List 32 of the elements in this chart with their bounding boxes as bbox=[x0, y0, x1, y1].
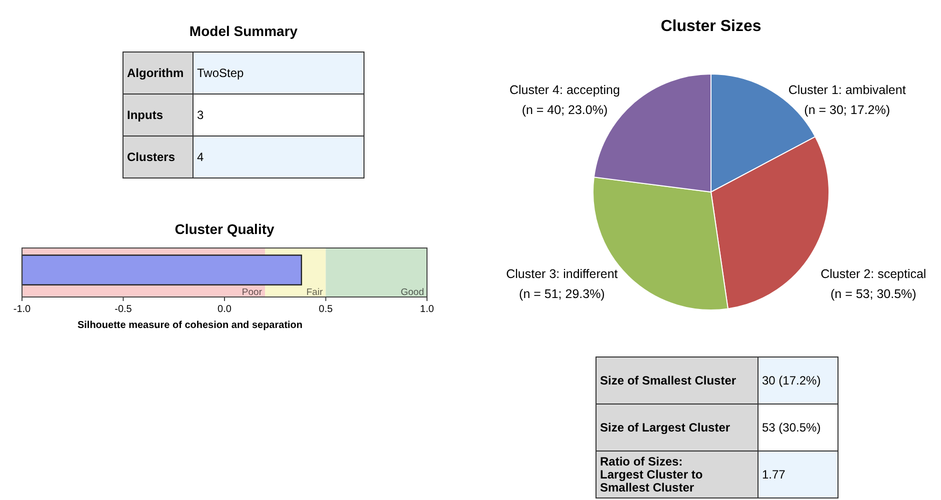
data-label: (n = 30; 17.2%) bbox=[804, 103, 890, 117]
text: 1.77 bbox=[762, 468, 786, 482]
x-tick-label: 0.5 bbox=[318, 304, 334, 315]
text: 53 (30.5%) bbox=[762, 420, 821, 434]
text: Size of Smallest Cluster bbox=[600, 374, 736, 388]
band-label: Good bbox=[400, 287, 424, 298]
slice-label: Cluster 4: accepting bbox=[509, 83, 620, 97]
data-label: (n = 53; 30.5%) bbox=[830, 287, 916, 301]
slice-label: Cluster 3: indifferent bbox=[506, 267, 618, 281]
data-label: (n = 40; 23.0%) bbox=[522, 103, 608, 117]
text: Size of Largest Cluster bbox=[600, 420, 730, 434]
x-tick-label: -1.0 bbox=[13, 304, 32, 315]
text: TwoStep bbox=[197, 66, 244, 80]
slice-label: Cluster 2: sceptical bbox=[820, 267, 926, 281]
chart-title: Cluster Sizes bbox=[660, 18, 762, 35]
text: Model Summary bbox=[189, 23, 298, 39]
band-label: Poor bbox=[242, 287, 262, 298]
x-tick-label: -0.5 bbox=[114, 304, 132, 315]
text: 30 (17.2%) bbox=[762, 374, 821, 388]
data-label: (n = 51; 29.3%) bbox=[519, 287, 605, 301]
slice-label: Cluster 1: ambivalent bbox=[788, 83, 906, 97]
text: Clusters bbox=[127, 150, 176, 164]
text: Algorithm bbox=[127, 66, 184, 80]
chart-title: Cluster Quality bbox=[174, 221, 274, 237]
text: Ratio of Sizes: Largest Cluster to Smallest Cluster bbox=[600, 454, 703, 494]
x-tick-label: 1.0 bbox=[420, 304, 434, 315]
band-label: Fair bbox=[306, 287, 323, 298]
text: Inputs bbox=[127, 108, 164, 122]
text: 3 bbox=[197, 108, 204, 122]
x-axis-title: Silhouette measure of cohesion and separation bbox=[77, 320, 303, 331]
text: 4 bbox=[197, 150, 204, 164]
x-tick-label: 0.0 bbox=[218, 304, 232, 315]
